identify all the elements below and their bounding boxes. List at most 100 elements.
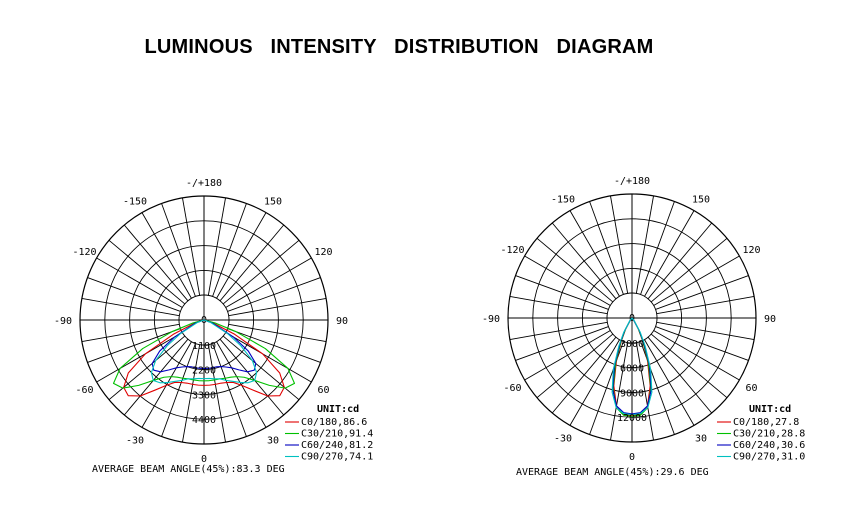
angle-label: 0 (629, 452, 635, 463)
radial-tick-label: 4400 (192, 415, 216, 426)
grid-spoke (551, 222, 617, 300)
grid-spoke (182, 344, 201, 443)
angle-label: 60 (745, 383, 757, 394)
grid-spoke (219, 338, 285, 416)
grid-spoke (96, 257, 183, 308)
grid-spoke (216, 341, 267, 428)
grid-spoke (653, 255, 740, 306)
radial-tick-label: 3000 (620, 339, 644, 350)
grid-spoke (227, 328, 321, 363)
grid-spoke (589, 201, 624, 295)
grid-spoke (228, 298, 327, 317)
grid-spoke (227, 277, 321, 312)
angle-label: 120 (742, 245, 760, 256)
grid-spoke (108, 335, 186, 401)
grid-spoke (222, 335, 300, 401)
radial-tick-label: 3300 (192, 390, 216, 401)
grid-spoke (509, 321, 608, 340)
grid-spoke (141, 212, 192, 299)
grid-spoke (655, 326, 749, 361)
angle-label: -/+180 (614, 176, 650, 187)
angle-label: -60 (75, 385, 93, 396)
angle-label: -30 (554, 434, 572, 445)
legend-label: C90/270,31.0 (733, 452, 805, 463)
grid-spoke (207, 197, 226, 296)
grid-spoke (81, 298, 180, 317)
beam-angle-footer: AVERAGE BEAM ANGLE(45%):29.6 DEG (516, 467, 709, 478)
angle-label: 0 (201, 454, 207, 465)
grid-spoke (515, 326, 609, 361)
unit-label: UNIT:cd (749, 404, 791, 415)
grid-spoke (161, 343, 196, 437)
grid-spoke (228, 323, 327, 342)
grid-spoke (509, 296, 608, 315)
grid-spoke (610, 342, 629, 441)
angle-label: 60 (317, 385, 329, 396)
grid-spoke (161, 203, 196, 297)
angle-label: -90 (54, 316, 72, 327)
grid-spoke (141, 341, 192, 428)
angle-label: 90 (764, 314, 776, 325)
angle-label: -120 (72, 247, 96, 258)
unit-label: UNIT:cd (317, 404, 359, 415)
grid-spoke (653, 330, 740, 381)
grid-spoke (225, 257, 312, 308)
angle-label: 150 (692, 195, 710, 206)
grid-spoke (536, 333, 614, 399)
grid-spoke (87, 328, 181, 363)
grid-spoke (551, 336, 617, 414)
polar-chart-left: -/+1801501209060300-30-60-90-120-1500110… (54, 178, 373, 475)
series-curve-c90-270 (150, 319, 258, 384)
grid-spoke (644, 210, 695, 297)
angle-label: 30 (267, 436, 279, 447)
grid-spoke (524, 255, 611, 306)
legend-label: C90/270,74.1 (301, 452, 373, 463)
angle-label: -90 (482, 314, 500, 325)
grid-spoke (655, 275, 749, 310)
radial-tick-label: 12000 (617, 413, 647, 424)
beam-angle-footer: AVERAGE BEAM ANGLE(45%):83.3 DEG (92, 464, 285, 475)
grid-spoke (640, 201, 675, 295)
grid-spoke (81, 323, 180, 342)
grid-spoke (182, 197, 201, 296)
grid-spoke (515, 275, 609, 310)
angle-label: 120 (314, 247, 332, 258)
angle-label: 150 (264, 197, 282, 208)
grid-spoke (569, 339, 620, 426)
radial-tick-label: 6000 (620, 364, 644, 375)
grid-spoke (212, 343, 247, 437)
radial-tick-label: 9000 (620, 388, 644, 399)
legend-label: C30/210,91.4 (301, 429, 373, 440)
grid-spoke (123, 224, 189, 302)
polar-chart-right: -/+1801501209060300-30-60-90-120-1500300… (482, 176, 805, 478)
legend-label: C0/180,27.8 (733, 417, 799, 428)
grid-spoke (123, 338, 189, 416)
grid-spoke (647, 222, 713, 300)
grid-spoke (96, 332, 183, 383)
radial-tick-label: 1100 (192, 341, 216, 352)
series-curve-c90-270 (611, 317, 653, 416)
page-title: LUMINOUS INTENSITY DISTRIBUTION DIAGRAM (144, 36, 654, 58)
grid-spoke (216, 212, 267, 299)
grid-spoke (644, 339, 695, 426)
grid-spoke (650, 237, 728, 303)
grid-spoke (536, 237, 614, 303)
grid-spoke (569, 210, 620, 297)
angle-label: -60 (503, 383, 521, 394)
angle-label: -150 (551, 195, 575, 206)
grid-spoke (225, 332, 312, 383)
grid-spoke (635, 342, 654, 441)
angle-label: -150 (123, 197, 147, 208)
angle-label: 30 (695, 434, 707, 445)
radial-tick-label: 2200 (192, 366, 216, 377)
series-curve-c0-180 (123, 319, 285, 397)
angle-label: -30 (126, 436, 144, 447)
grid-spoke (207, 344, 226, 443)
legend-label: C30/210,28.8 (733, 429, 805, 440)
legend-label: C0/180,86.6 (301, 417, 367, 428)
grid-spoke (108, 239, 186, 305)
grid-spoke (656, 296, 755, 315)
legend-label: C60/240,30.6 (733, 440, 805, 451)
grid-spoke (87, 277, 181, 312)
